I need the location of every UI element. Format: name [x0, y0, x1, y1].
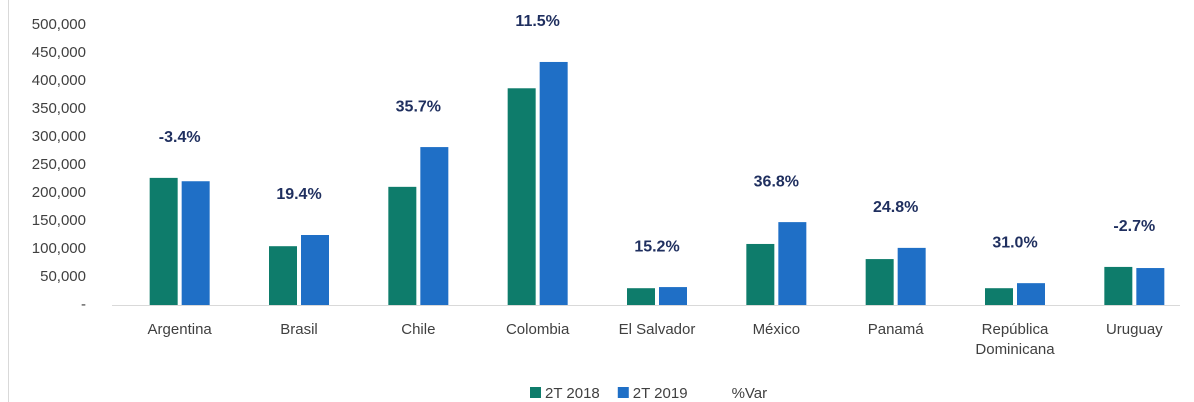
value-label: 36.8% — [754, 173, 799, 190]
y-tick-label: 250,000 — [32, 156, 86, 173]
bar — [1136, 268, 1165, 305]
value-label: 31.0% — [992, 234, 1037, 251]
bar — [778, 222, 807, 305]
bar — [897, 247, 926, 305]
legend-swatch — [530, 387, 541, 398]
x-tick-label: Brasil — [280, 321, 318, 338]
value-label: -2.7% — [1113, 218, 1155, 235]
bar — [1104, 266, 1133, 305]
bar — [301, 235, 329, 305]
value-label: 15.2% — [634, 238, 679, 255]
value-label: 24.8% — [873, 199, 918, 216]
bar — [746, 243, 775, 305]
bar — [388, 186, 417, 305]
value-label: -3.4% — [159, 129, 201, 146]
y-tick-label: - — [81, 296, 86, 313]
bar — [507, 88, 536, 305]
y-tick-label: 500,000 — [32, 16, 86, 33]
legend-label: 2T 2018 — [545, 385, 600, 402]
y-tick-label: 150,000 — [32, 212, 86, 229]
value-label: 19.4% — [276, 186, 321, 203]
x-tick-label: México — [753, 321, 801, 338]
x-tick-label: Chile — [401, 321, 435, 338]
x-tick-label: Colombia — [506, 321, 570, 338]
value-label: 11.5% — [515, 13, 559, 30]
bar — [539, 61, 568, 306]
legend-label: 2T 2019 — [633, 385, 688, 402]
bar — [181, 181, 210, 305]
bar — [865, 259, 894, 305]
y-tick-label: 400,000 — [32, 72, 86, 89]
y-tick-label: 50,000 — [40, 268, 86, 285]
y-tick-label: 450,000 — [32, 44, 86, 61]
x-tick-label: República Dominicana — [975, 321, 1055, 358]
y-tick-label: 200,000 — [32, 184, 86, 201]
y-tick-label: 350,000 — [32, 100, 86, 117]
bar — [1017, 283, 1045, 305]
legend-swatch — [617, 387, 629, 398]
value-label: 35.7% — [396, 98, 441, 115]
bar — [627, 288, 655, 305]
x-tick-label: Uruguay — [1106, 321, 1163, 338]
bar — [149, 177, 178, 305]
y-tick-label: 100,000 — [32, 240, 86, 257]
x-tick-label: Panamá — [868, 321, 925, 338]
x-tick-label: Argentina — [148, 321, 213, 338]
bar — [269, 246, 297, 305]
x-tick-label: El Salvador — [619, 321, 696, 338]
y-tick-label: 300,000 — [32, 128, 86, 145]
bar — [985, 288, 1013, 305]
bar — [420, 147, 449, 305]
legend-label: %Var — [732, 385, 768, 402]
bar — [659, 287, 687, 305]
